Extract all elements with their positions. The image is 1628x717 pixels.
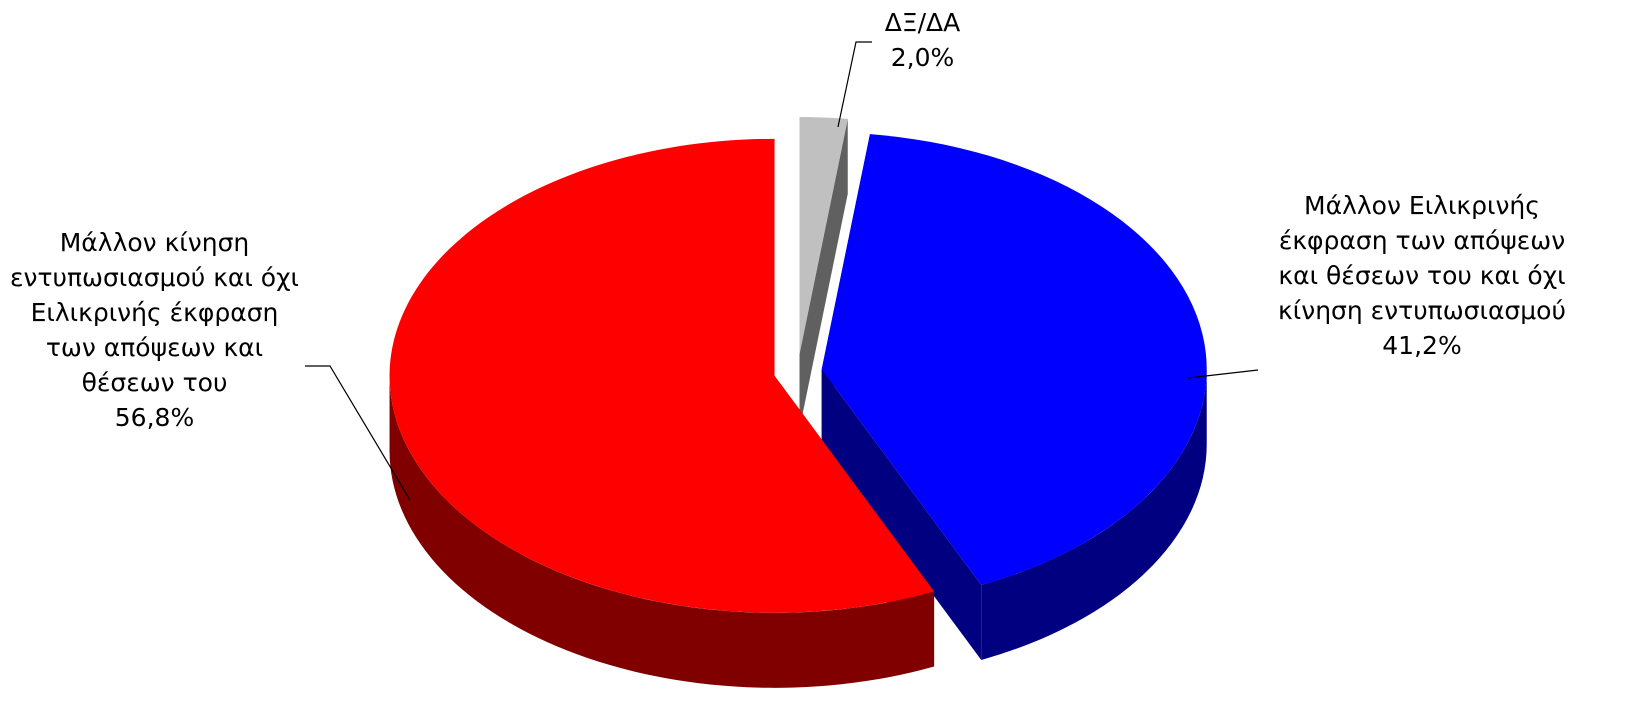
value-label: 41,2%: [1382, 331, 1462, 360]
leader-line: [305, 365, 411, 501]
category-label: ΔΞ/ΔΑ: [884, 8, 961, 37]
leader-line: [837, 41, 872, 128]
slice: [821, 134, 1207, 585]
slice-side: [389, 375, 935, 688]
slice-side: [981, 369, 1207, 660]
leader-line: [1187, 369, 1259, 379]
slice: [389, 138, 935, 613]
category-label: Μάλλον κίνηση εντυπωσιασμού και όχι Ειλι…: [9, 228, 300, 397]
slice-side: [799, 118, 848, 430]
value-label: 2,0%: [890, 43, 955, 72]
category-label: Μάλλον Ειλικρινής έκφραση των απόψεων κα…: [1278, 191, 1566, 325]
slice-label: ΔΞ/ΔΑ 2,0%: [860, 5, 985, 75]
slice-label: Μάλλον κίνηση εντυπωσιασμού και όχι Ειλι…: [2, 225, 307, 435]
value-label: 56,8%: [114, 403, 195, 432]
slice: [799, 117, 848, 355]
slice-side: [821, 369, 982, 660]
slice-label: Μάλλον Ειλικρινής έκφραση των απόψεων κα…: [1262, 188, 1582, 363]
pie: [389, 117, 1207, 688]
